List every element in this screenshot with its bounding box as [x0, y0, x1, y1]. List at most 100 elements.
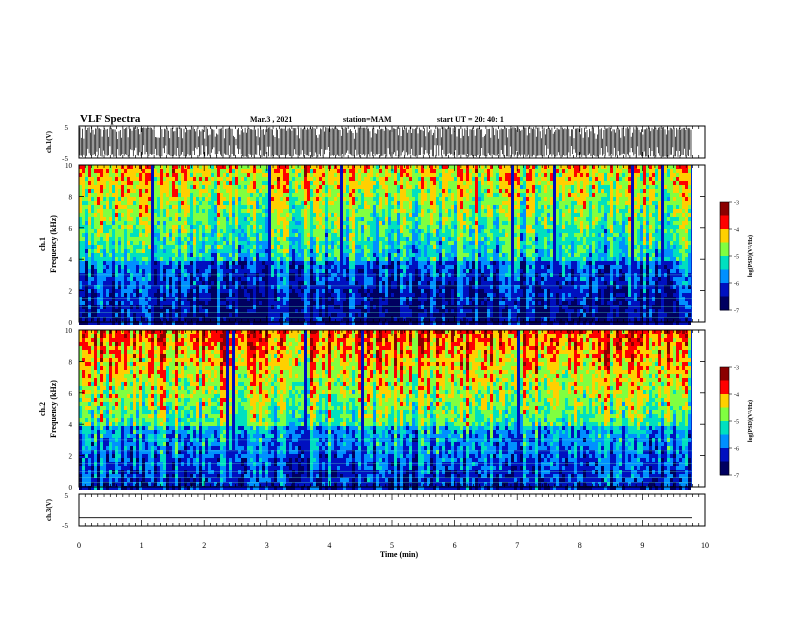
spectrogram-cell — [121, 261, 124, 265]
spectrogram-cell — [529, 237, 532, 241]
spectrogram-cell — [157, 209, 160, 213]
spectrogram-cell — [646, 245, 649, 249]
spectrogram-cell — [244, 217, 247, 221]
spectrogram-cell — [544, 233, 547, 237]
spectrogram-cell — [445, 201, 448, 205]
spectrogram-cell — [415, 209, 418, 213]
spectrogram-cell — [685, 177, 688, 181]
spectrogram-cell — [205, 181, 208, 185]
spectrogram-cell — [664, 165, 667, 169]
spectrogram-cell — [223, 165, 226, 169]
spectrogram-cell — [313, 169, 316, 173]
spectrogram-cell — [154, 261, 157, 265]
spectrogram-cell — [649, 249, 652, 253]
spectrogram-cell — [580, 249, 583, 253]
spectrogram-cell — [649, 233, 652, 237]
spectrogram-cell — [472, 193, 475, 197]
spectrogram-cell — [184, 241, 187, 245]
spectrogram-cell — [220, 213, 223, 217]
spectrogram-cell — [643, 213, 646, 217]
spectrogram-cell — [88, 205, 91, 209]
spectrogram-cell — [145, 189, 148, 193]
spectrogram-cell — [187, 197, 190, 201]
spectrogram-cell — [262, 229, 265, 233]
spectrogram-cell — [235, 257, 238, 261]
spectrogram-cell — [250, 217, 253, 221]
spectrogram-cell — [244, 185, 247, 189]
spectrogram-cell — [526, 197, 529, 201]
spectrogram-cell — [469, 221, 472, 225]
spectrogram-cell — [310, 225, 313, 229]
spectrogram-cell — [598, 181, 601, 185]
spectrogram-cell — [175, 221, 178, 225]
spectrogram-cell — [490, 177, 493, 181]
spectrogram-cell — [574, 237, 577, 241]
spectrogram-cell — [667, 197, 670, 201]
spectrogram-cell — [397, 233, 400, 237]
spectrogram-cell — [472, 213, 475, 217]
spectrogram-cell — [172, 257, 175, 261]
spectrogram-cell — [616, 217, 619, 221]
spectrogram-cell — [505, 189, 508, 193]
spectrogram-cell — [220, 193, 223, 197]
spectrogram-cell — [178, 169, 181, 173]
spectrogram-cell — [118, 221, 121, 225]
spectrogram-cell — [172, 181, 175, 185]
spectrogram-cell — [565, 233, 568, 237]
spectrogram-cell — [262, 241, 265, 245]
spectrogram-cell — [244, 249, 247, 253]
spectrogram-cell — [568, 225, 571, 229]
spectrogram-cell — [454, 237, 457, 241]
spectrogram-cell — [280, 221, 283, 225]
spectrogram-cell — [535, 221, 538, 225]
spectrogram-cell — [583, 229, 586, 233]
spectrogram-cell — [619, 205, 622, 209]
spectrogram-cell — [256, 241, 259, 245]
spectrogram-cell — [460, 165, 463, 169]
spectrogram-cell — [406, 253, 409, 257]
spectrogram-cell — [523, 173, 526, 177]
spectrogram-cell — [439, 233, 442, 237]
spectrogram-cell — [670, 225, 673, 229]
spectrogram-cell — [568, 177, 571, 181]
spectrogram-cell — [592, 169, 595, 173]
spectrogram-cell — [616, 245, 619, 249]
spectrogram-cell — [556, 173, 559, 177]
spectrogram-cell — [634, 257, 637, 261]
spectrogram-cell — [277, 241, 280, 245]
spectrogram-cell — [622, 209, 625, 213]
spectrogram-cell — [577, 245, 580, 249]
spectrogram-cell — [187, 225, 190, 229]
spectrogram-cell — [517, 241, 520, 245]
spectrogram-cell — [631, 257, 634, 261]
spectrogram-cell — [391, 205, 394, 209]
spectrogram-cell — [355, 237, 358, 241]
spectrogram-cell — [334, 241, 337, 245]
spectrogram-cell — [538, 249, 541, 253]
spectrogram-cell — [196, 217, 199, 221]
spectrogram-cell — [505, 205, 508, 209]
spectrogram-cell — [427, 177, 430, 181]
spectrogram-cell — [160, 217, 163, 221]
spectrogram-cell — [229, 237, 232, 241]
spectrogram-cell — [508, 257, 511, 261]
spectrogram-cell — [178, 257, 181, 261]
spectrogram-cell — [247, 205, 250, 209]
spectrogram-cell — [517, 217, 520, 221]
spectrogram-cell — [388, 193, 391, 197]
spectrogram-cell — [481, 201, 484, 205]
spectrogram-cell — [496, 217, 499, 221]
spectrogram-cell — [250, 209, 253, 213]
spectrogram-cell — [184, 173, 187, 177]
spectrogram-cell — [298, 209, 301, 213]
spectrogram-cell — [391, 165, 394, 169]
spectrogram-cell — [142, 253, 145, 257]
spectrogram-cell — [112, 237, 115, 241]
spectrogram-cell — [214, 205, 217, 209]
spectrogram-cell — [220, 241, 223, 245]
spectrogram-cell — [298, 217, 301, 221]
spectrogram-cell — [145, 257, 148, 261]
spectrogram-cell — [259, 185, 262, 189]
spectrogram-cell — [190, 197, 193, 201]
spectrogram-cell — [421, 165, 424, 169]
